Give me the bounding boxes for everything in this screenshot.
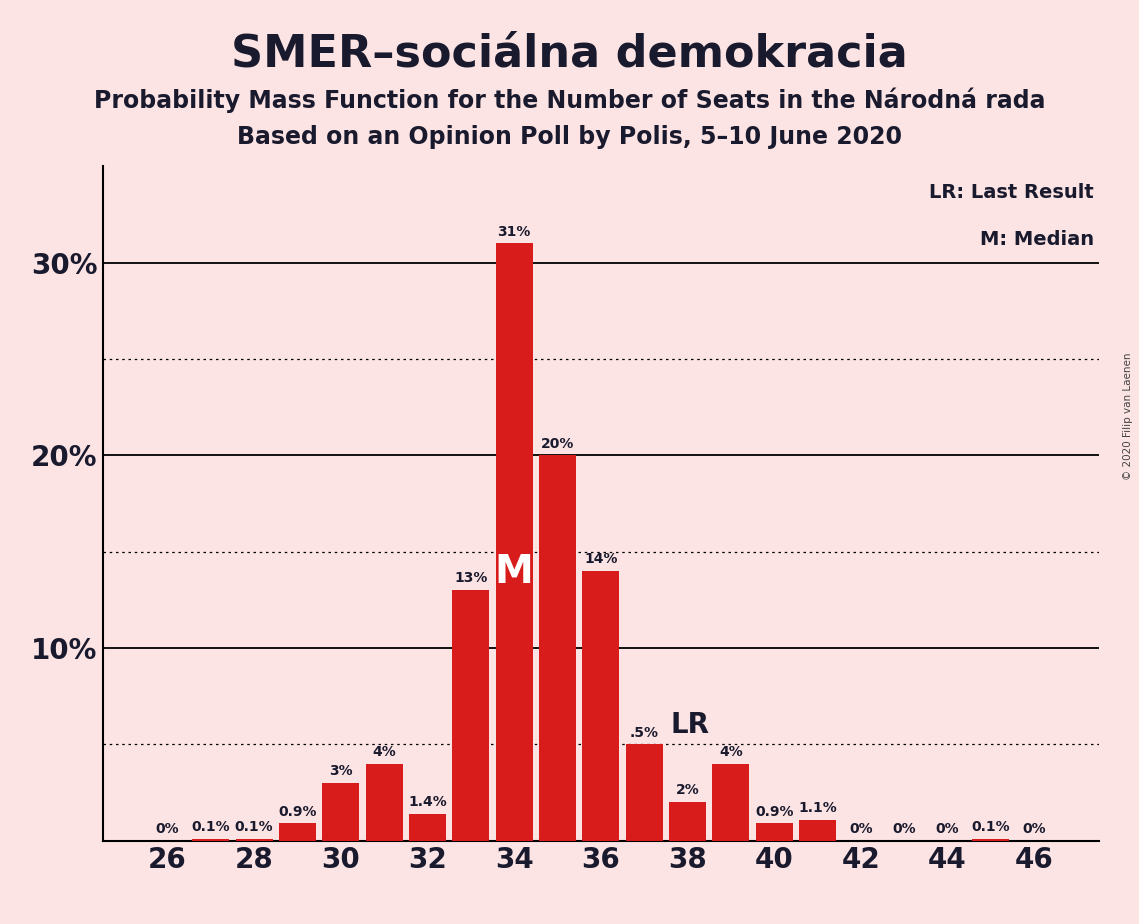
Bar	[800, 820, 836, 841]
Text: 0%: 0%	[156, 822, 179, 836]
Text: 4%: 4%	[719, 745, 743, 759]
Bar	[452, 590, 490, 841]
Text: SMER–sociálna demokracia: SMER–sociálna demokracia	[231, 32, 908, 76]
Text: 20%: 20%	[541, 436, 574, 451]
Text: 1.4%: 1.4%	[408, 795, 446, 809]
Text: 2%: 2%	[675, 784, 699, 797]
Text: © 2020 Filip van Laenen: © 2020 Filip van Laenen	[1123, 352, 1133, 480]
Text: 0.1%: 0.1%	[972, 821, 1010, 834]
Text: LR: LR	[670, 711, 710, 738]
Text: 0%: 0%	[935, 822, 959, 836]
Text: 0.9%: 0.9%	[755, 805, 794, 819]
Text: Probability Mass Function for the Number of Seats in the Národná rada: Probability Mass Function for the Number…	[93, 88, 1046, 114]
Bar	[973, 839, 1009, 841]
Text: Based on an Opinion Poll by Polis, 5–10 June 2020: Based on an Opinion Poll by Polis, 5–10 …	[237, 125, 902, 149]
Text: 4%: 4%	[372, 745, 396, 759]
Text: 0%: 0%	[849, 822, 872, 836]
Text: 14%: 14%	[584, 553, 617, 566]
Text: 0.9%: 0.9%	[278, 805, 317, 819]
Text: 3%: 3%	[329, 764, 353, 778]
Bar	[756, 823, 793, 841]
Text: 0.1%: 0.1%	[235, 821, 273, 834]
Bar	[279, 823, 316, 841]
Text: 13%: 13%	[454, 571, 487, 586]
Text: 1.1%: 1.1%	[798, 801, 837, 815]
Text: 31%: 31%	[498, 225, 531, 238]
Bar	[192, 839, 229, 841]
Text: 0%: 0%	[1023, 822, 1046, 836]
Text: 0.1%: 0.1%	[191, 821, 230, 834]
Bar	[712, 764, 749, 841]
Text: LR: Last Result: LR: Last Result	[929, 183, 1095, 202]
Bar	[495, 243, 533, 841]
Bar	[625, 745, 663, 841]
Bar	[366, 764, 402, 841]
Bar	[409, 814, 445, 841]
Bar	[322, 783, 359, 841]
Text: 0%: 0%	[892, 822, 916, 836]
Text: .5%: .5%	[630, 725, 658, 739]
Text: M: M	[494, 553, 533, 591]
Bar	[582, 571, 620, 841]
Bar	[236, 839, 272, 841]
Bar	[539, 456, 576, 841]
Text: M: Median: M: Median	[980, 230, 1095, 249]
Bar	[669, 802, 706, 841]
